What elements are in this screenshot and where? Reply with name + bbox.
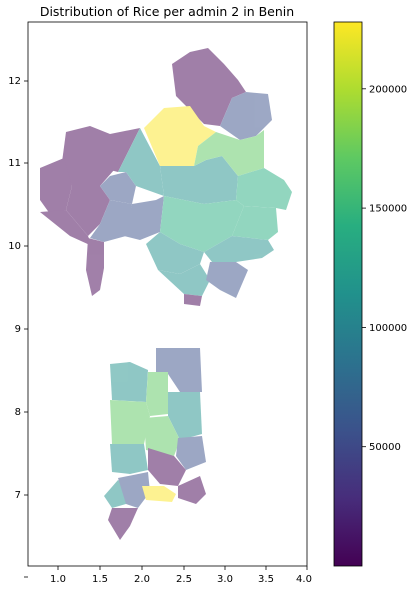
x-tick-label: 4.0 (296, 574, 312, 585)
region-ne-1 (194, 130, 264, 176)
x-tick-label: 3.5 (258, 574, 274, 585)
x-axis: 1.0 1.5 2.0 2.5 3.0 3.5 4.0 (50, 566, 312, 585)
x-tick-label: 1.5 (92, 574, 108, 585)
region-south-9 (148, 448, 186, 486)
colorbar: 50000 100000 150000 200000 (333, 21, 407, 567)
region-nw-3 (40, 210, 92, 246)
region-south-6 (144, 416, 180, 456)
region-w-1 (86, 238, 104, 296)
region-south-11 (118, 472, 150, 508)
region-n-2 (220, 92, 272, 140)
colorbar-tick-label: 200000 (369, 84, 407, 95)
region-w-2 (100, 172, 136, 204)
region-e-2 (232, 206, 278, 240)
map-regions-south (104, 348, 206, 540)
colorbar-ticks: 50000 100000 150000 200000 (362, 84, 407, 453)
x-tick-label: 2.0 (134, 574, 150, 585)
chart-title: Distribution of Rice per admin 2 in Beni… (40, 4, 294, 19)
colorbar-gradient (333, 21, 363, 567)
region-south-2 (110, 362, 148, 402)
map-regions-north (40, 48, 292, 306)
y-tick-label: 11 (8, 158, 21, 169)
region-e-1 (160, 196, 244, 252)
colorbar-tick-label: 100000 (369, 323, 407, 334)
region-nw-5 (110, 128, 140, 172)
y-axis: 7 8 9 10 11 12 (8, 76, 28, 578)
x-tick-label: 2.5 (176, 574, 192, 585)
region-south-5 (110, 400, 150, 444)
region-s-2 (204, 236, 274, 262)
region-c-2 (124, 196, 164, 240)
y-tick-label: 7 (15, 490, 21, 501)
y-tick-label: 9 (15, 324, 21, 335)
region-south-13 (178, 476, 206, 504)
x-tick-label: 3.0 (217, 574, 233, 585)
region-ne-2 (236, 168, 292, 210)
region-w-3 (90, 200, 132, 242)
y-tick-label: 8 (15, 407, 21, 418)
region-south-4 (168, 392, 202, 440)
region-south-7 (110, 444, 148, 474)
region-n-yellow (144, 106, 216, 166)
region-c-3 (160, 156, 238, 204)
region-s-1 (146, 232, 204, 274)
colorbar-tick-label: 50000 (369, 442, 401, 453)
region-south-8 (176, 436, 206, 470)
colorbar-tick-label: 150000 (369, 204, 407, 215)
region-nw-4 (66, 186, 110, 236)
region-s-5 (184, 294, 202, 306)
region-nw-2 (40, 158, 72, 214)
x-tick-label: 1.0 (50, 574, 66, 585)
region-south-12 (108, 508, 138, 540)
y-tick-label: 12 (8, 76, 21, 87)
y-tick-label: 10 (8, 241, 21, 252)
region-s-3 (158, 264, 210, 296)
region-s-4 (206, 262, 248, 298)
region-c-1 (118, 128, 164, 196)
region-south-3 (146, 372, 168, 416)
region-nw-1 (62, 126, 114, 186)
region-south-1 (156, 348, 202, 392)
region-south-yellow (142, 486, 176, 502)
region-n-1 (172, 48, 246, 126)
